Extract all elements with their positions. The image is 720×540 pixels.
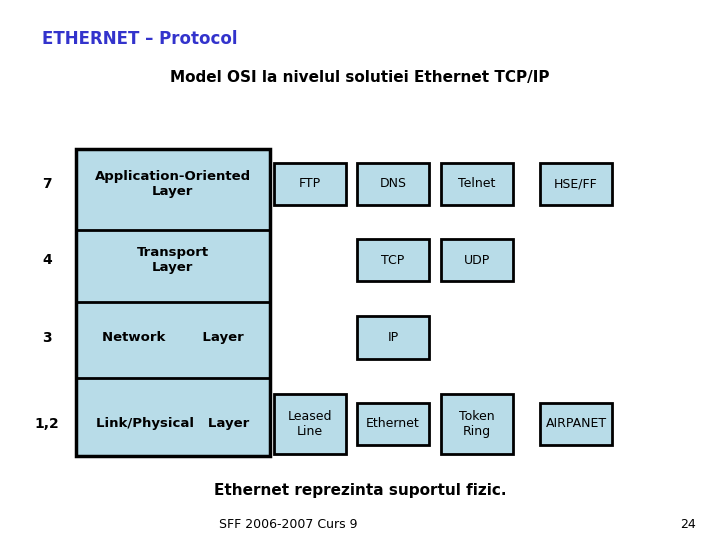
Text: 3: 3 — [42, 330, 52, 345]
FancyBboxPatch shape — [357, 163, 429, 205]
FancyBboxPatch shape — [441, 163, 513, 205]
Text: Ethernet: Ethernet — [366, 417, 420, 430]
FancyBboxPatch shape — [357, 316, 429, 359]
Text: Model OSI la nivelul solutiei Ethernet TCP/IP: Model OSI la nivelul solutiei Ethernet T… — [170, 70, 550, 85]
Text: IP: IP — [387, 331, 399, 344]
Text: AIRPANET: AIRPANET — [546, 417, 606, 430]
Text: Telnet: Telnet — [458, 177, 495, 190]
FancyBboxPatch shape — [76, 148, 270, 456]
Text: Token
Ring: Token Ring — [459, 410, 495, 438]
Text: SFF 2006-2007 Curs 9: SFF 2006-2007 Curs 9 — [219, 518, 357, 531]
Text: ETHERNET – Protocol: ETHERNET – Protocol — [42, 30, 238, 48]
Text: Network        Layer: Network Layer — [102, 331, 243, 344]
FancyBboxPatch shape — [540, 163, 612, 205]
Text: Link/Physical   Layer: Link/Physical Layer — [96, 417, 249, 430]
Text: Leased
Line: Leased Line — [287, 410, 332, 438]
Text: FTP: FTP — [299, 177, 320, 190]
FancyBboxPatch shape — [540, 403, 612, 445]
FancyBboxPatch shape — [441, 239, 513, 281]
Text: Ethernet reprezinta suportul fizic.: Ethernet reprezinta suportul fizic. — [214, 483, 506, 498]
Text: 4: 4 — [42, 253, 52, 267]
Text: 1,2: 1,2 — [35, 417, 59, 431]
FancyBboxPatch shape — [357, 239, 429, 281]
Text: HSE/FF: HSE/FF — [554, 177, 598, 190]
FancyBboxPatch shape — [274, 394, 346, 454]
Text: Application-Oriented
Layer: Application-Oriented Layer — [95, 170, 251, 198]
Text: 24: 24 — [680, 518, 696, 531]
Text: TCP: TCP — [382, 254, 405, 267]
Text: UDP: UDP — [464, 254, 490, 267]
Text: DNS: DNS — [379, 177, 407, 190]
Text: Transport
Layer: Transport Layer — [137, 246, 209, 274]
FancyBboxPatch shape — [274, 163, 346, 205]
FancyBboxPatch shape — [357, 403, 429, 445]
FancyBboxPatch shape — [441, 394, 513, 454]
Text: 7: 7 — [42, 177, 52, 191]
